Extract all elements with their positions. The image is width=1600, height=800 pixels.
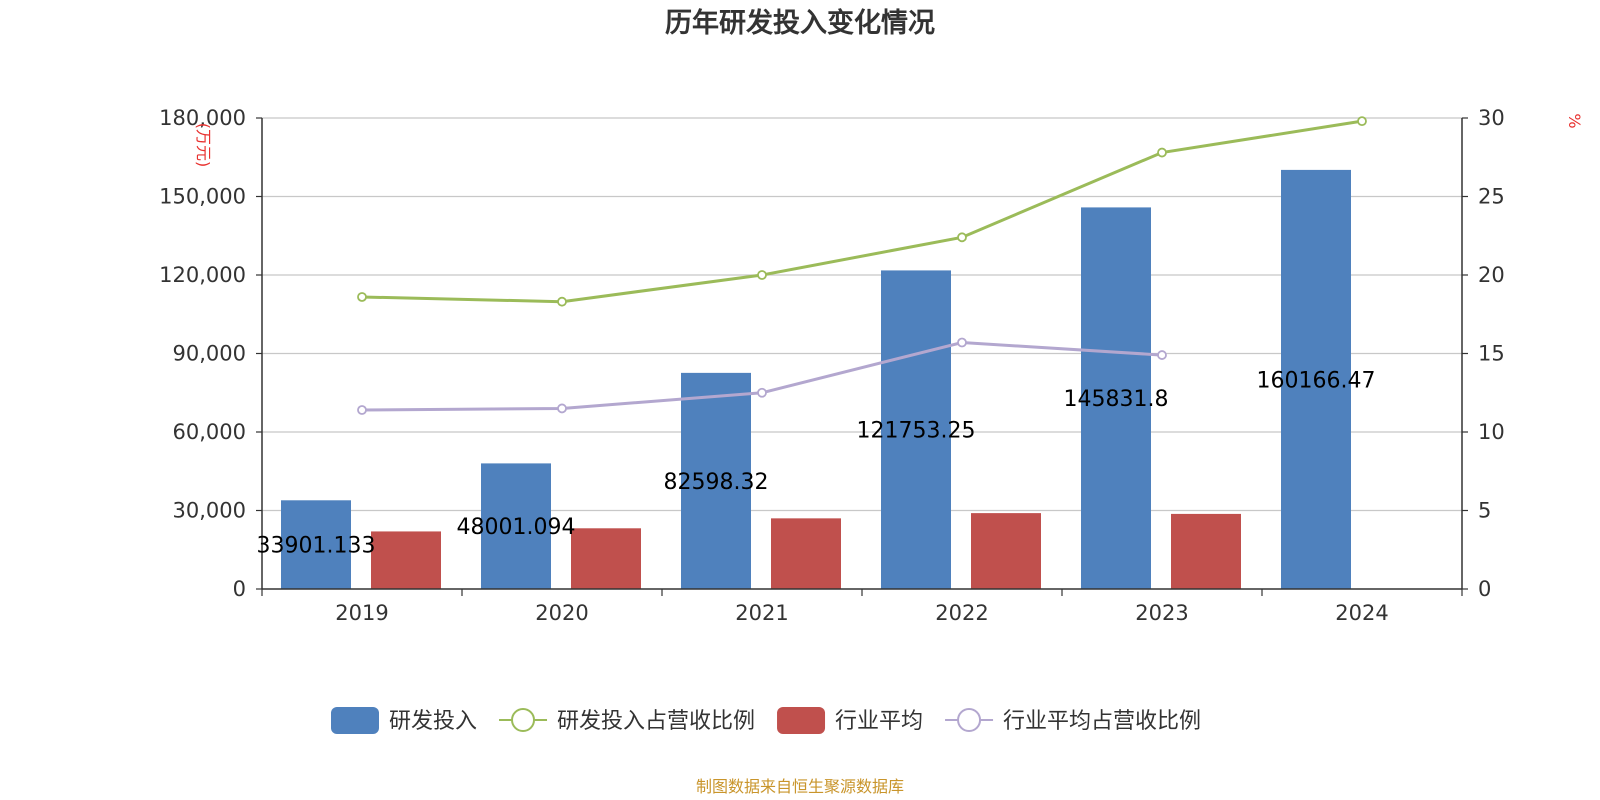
legend-label: 研发投入占营收比例 — [557, 709, 755, 734]
series-line — [361, 119, 1363, 304]
series-line — [361, 340, 1163, 412]
x-tick-label: 2021 — [735, 601, 788, 625]
legend-swatch-marker — [957, 708, 982, 732]
chart-title: 历年研发投入变化情况 — [665, 7, 935, 39]
bar-data-label: 82598.32 — [664, 470, 769, 495]
series-point — [557, 403, 567, 414]
left-tick-label: 60,000 — [173, 420, 246, 444]
left-tick-label: 120,000 — [159, 263, 246, 287]
bar-industry-average — [371, 531, 441, 589]
left-axis-unit: (万元) — [194, 123, 213, 168]
series-point — [357, 405, 367, 415]
x-tick-label: 2024 — [1335, 601, 1388, 625]
bar-data-label: 160166.47 — [1257, 368, 1376, 393]
series-point — [757, 270, 767, 280]
left-tick-label: 180,000 — [159, 106, 246, 130]
right-tick-label: 25 — [1478, 185, 1505, 209]
x-tick-label: 2023 — [1135, 601, 1188, 625]
right-tick-label: 5 — [1478, 499, 1491, 523]
legend-label: 行业平均 — [835, 709, 923, 734]
bar-rd-investment — [481, 463, 551, 589]
bar-rd-investment — [1281, 169, 1351, 589]
left-tick-label: 0 — [233, 577, 246, 601]
series-point — [1157, 350, 1167, 360]
x-tick-label: 2020 — [535, 601, 588, 625]
left-tick-label: 30,000 — [173, 499, 246, 523]
bar-marks — [281, 169, 1351, 589]
legend-swatch-bar — [777, 707, 826, 734]
bar-industry-average — [771, 518, 841, 589]
bar-industry-average — [1171, 513, 1241, 589]
bar-data-label: 33901.133 — [257, 534, 376, 559]
bar-industry-average — [571, 528, 641, 589]
right-tick-label: 0 — [1478, 577, 1491, 601]
data-labels: 33901.133 48001.094 82598.32 121753.25 14583… — [257, 368, 1376, 558]
bar-rd-investment — [881, 270, 951, 589]
right-tick-label: 10 — [1478, 420, 1505, 444]
bar-data-label: 121753.25 — [857, 419, 976, 444]
series-point — [1357, 116, 1367, 127]
series-point — [1157, 147, 1167, 158]
bar-data-label: 48001.094 — [457, 515, 576, 540]
series-point — [357, 292, 367, 302]
legend-swatch-bar — [331, 707, 379, 734]
x-tick-label: 2019 — [335, 601, 388, 625]
right-tick-label: 15 — [1478, 342, 1505, 366]
legend-swatch-marker — [511, 708, 536, 732]
series-point — [557, 296, 567, 307]
bar-industry-average — [971, 513, 1041, 589]
bar-data-label: 145831.8 — [1064, 387, 1169, 412]
right-axis-unit: % — [1565, 113, 1584, 128]
source-note: 制图数据来自恒生聚源数据库 — [696, 777, 904, 796]
bar-rd-investment — [281, 500, 351, 589]
series-point — [957, 232, 967, 243]
right-tick-label: 20 — [1478, 263, 1505, 287]
legend: 研发投入 研发投入占营收比例 行业平均 行业平均占营收比例 — [331, 707, 1201, 734]
series-point — [757, 387, 767, 398]
line-marks — [357, 116, 1367, 415]
legend-label: 行业平均占营收比例 — [1003, 709, 1201, 734]
grid-lines — [262, 117, 1462, 512]
legend-label: 研发投入 — [389, 709, 477, 734]
bar-rd-investment — [1081, 207, 1151, 589]
right-tick-label: 30 — [1478, 106, 1505, 130]
left-tick-label: 90,000 — [173, 342, 246, 366]
x-tick-label: 2022 — [935, 601, 988, 625]
bar-rd-investment — [681, 372, 751, 589]
left-tick-label: 150,000 — [159, 185, 246, 209]
axes: 0 30,000 60,000 90,000 120,000 150,000 180,000… — [159, 106, 1505, 625]
series-point — [957, 337, 967, 348]
